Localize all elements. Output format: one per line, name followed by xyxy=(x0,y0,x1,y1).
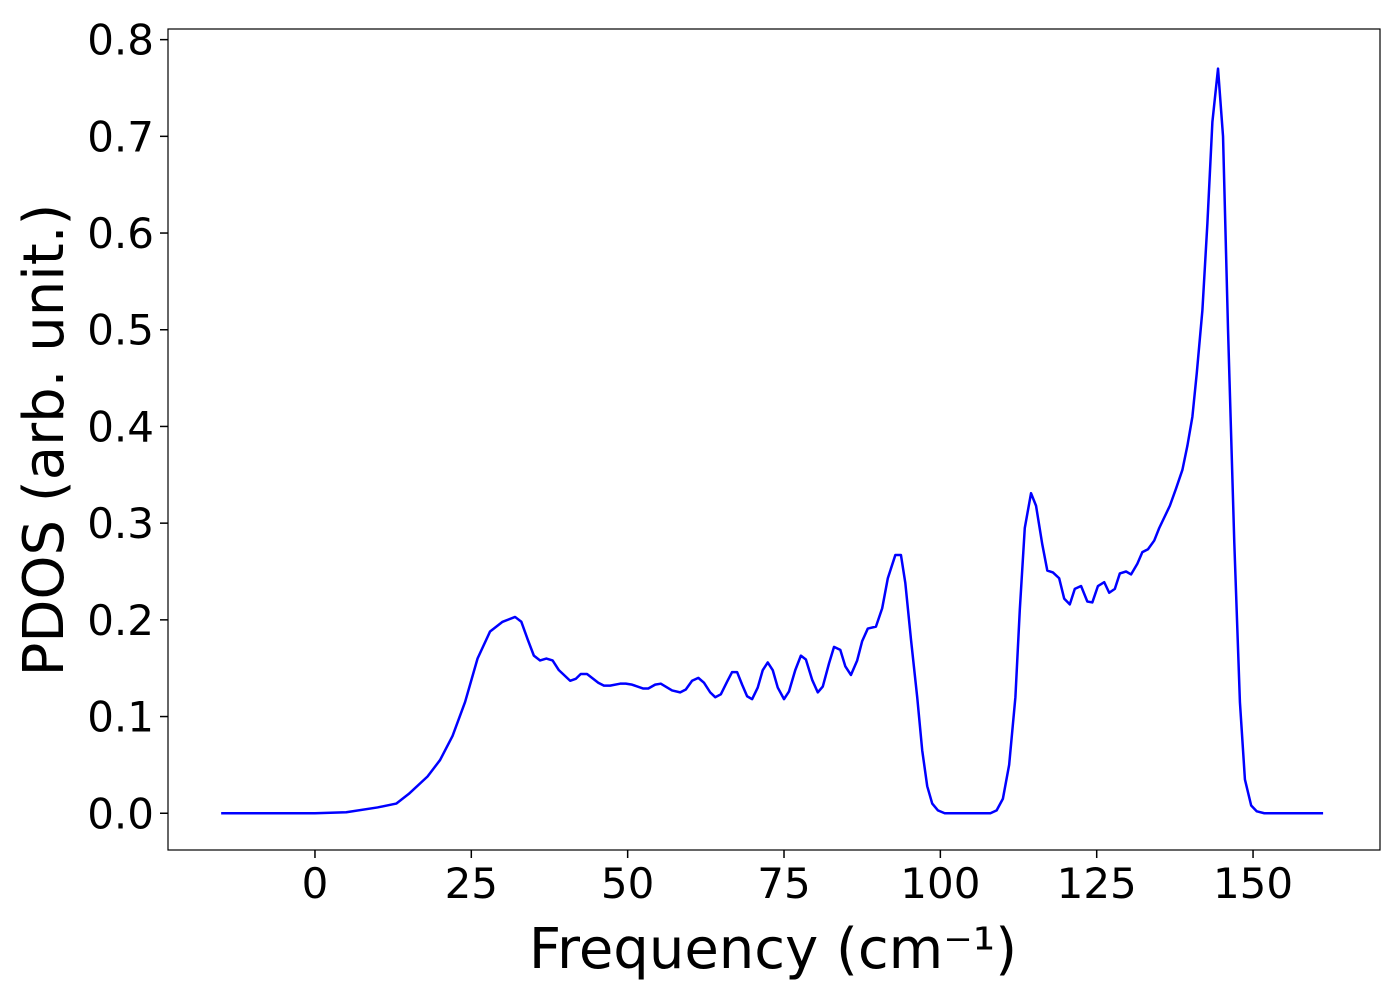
x-tick-label: 125 xyxy=(1057,859,1137,908)
y-tick-label: 0.3 xyxy=(87,499,154,548)
plot-frame xyxy=(167,28,1381,851)
y-tick-label: 0.5 xyxy=(87,306,154,355)
x-axis-label: Frequency (cm⁻¹) xyxy=(529,917,1017,982)
x-tick-label: 25 xyxy=(445,859,498,908)
x-tick-label: 100 xyxy=(900,859,980,908)
y-tick-label: 0.2 xyxy=(87,596,154,645)
x-tick-label: 50 xyxy=(601,859,654,908)
y-tick-label: 0.4 xyxy=(87,402,154,451)
y-tick-label: 0.7 xyxy=(87,112,154,161)
y-tick-label: 0.0 xyxy=(87,789,154,838)
y-tick-label: 0.8 xyxy=(87,16,154,65)
x-tick-label: 0 xyxy=(302,859,329,908)
y-axis-label: PDOS (arb. unit.) xyxy=(12,204,77,677)
x-tick-label: 150 xyxy=(1213,859,1293,908)
y-tick-label: 0.6 xyxy=(87,209,154,258)
y-tick-label: 0.1 xyxy=(87,693,154,742)
line xyxy=(221,67,1324,815)
x-tick-label: 75 xyxy=(757,859,810,908)
